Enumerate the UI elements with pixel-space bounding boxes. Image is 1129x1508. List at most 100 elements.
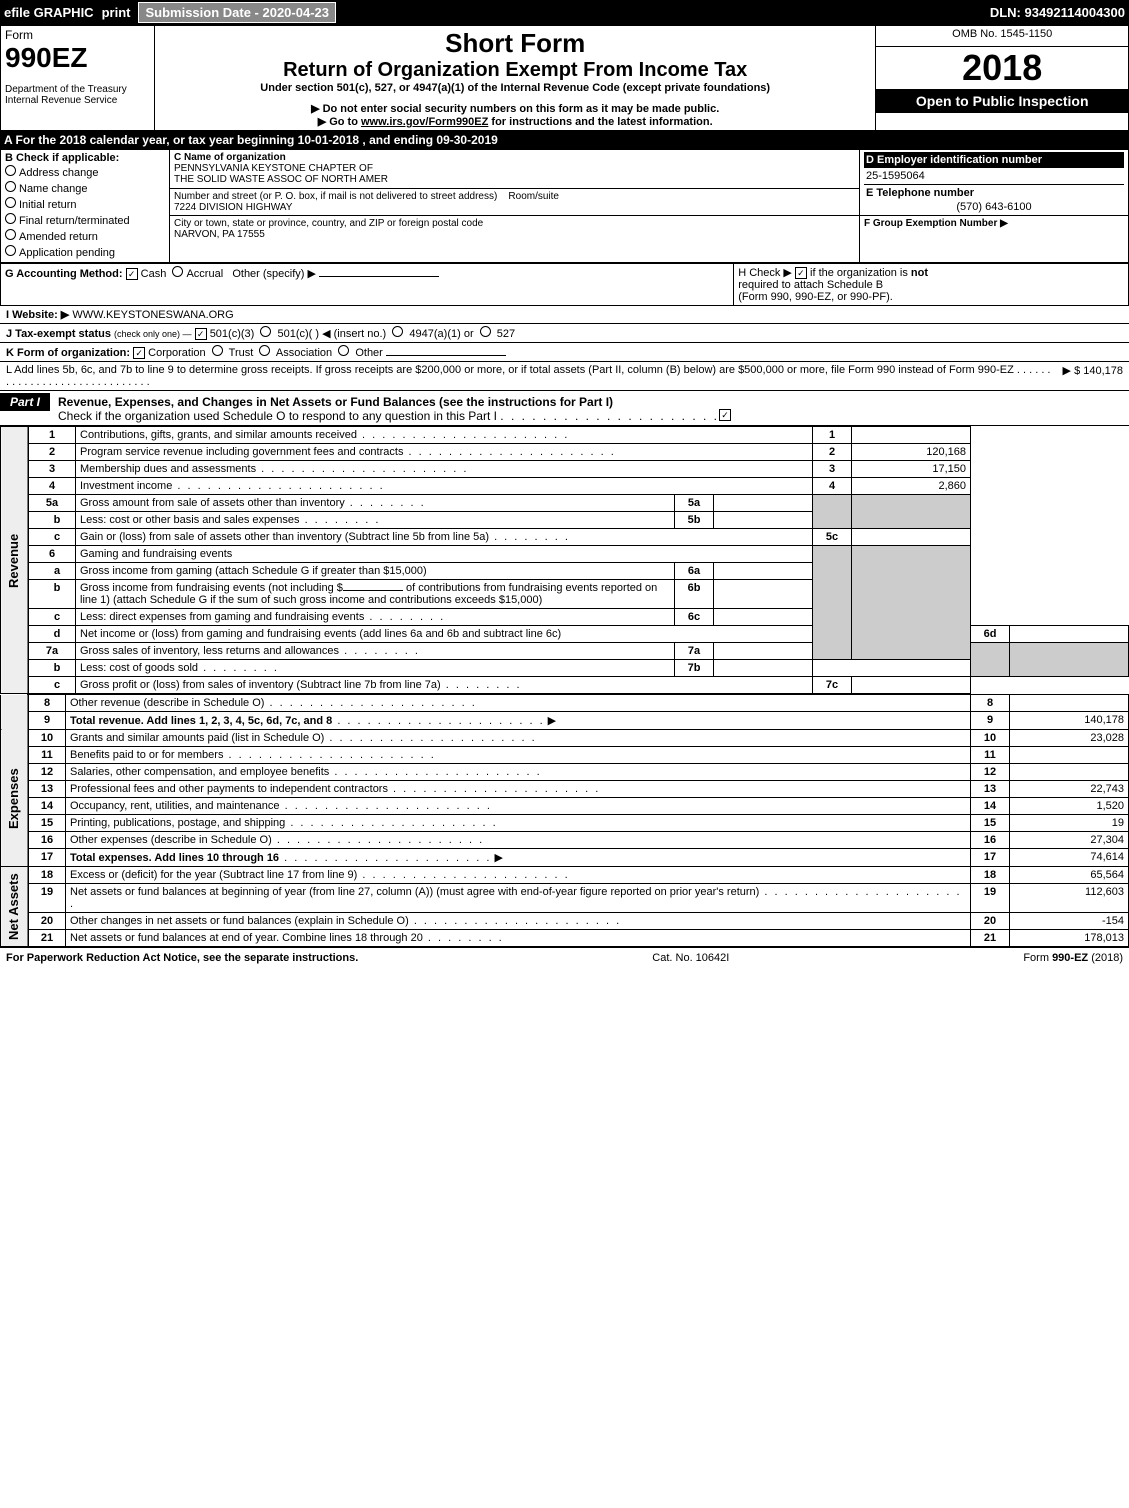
mini-5b: 5b <box>675 512 714 529</box>
desc-14: Occupancy, rent, utilities, and maintena… <box>70 800 492 812</box>
part-1-table-cont: 8 Other revenue (describe in Schedule O)… <box>0 694 1129 947</box>
val-5c <box>852 529 971 546</box>
under-section: Under section 501(c), 527, or 4947(a)(1)… <box>159 82 871 94</box>
val-16: 27,304 <box>1010 832 1129 849</box>
num-11: 11 <box>971 747 1010 764</box>
num-9: 9 <box>971 712 1010 730</box>
num-10: 10 <box>971 730 1010 747</box>
form-word: Form <box>5 28 150 42</box>
chk-schedule-o[interactable] <box>719 409 731 421</box>
chk-schedule-b[interactable] <box>795 267 807 279</box>
ln-6d: d <box>28 626 76 643</box>
dept-label: Department of the Treasury <box>5 84 150 95</box>
desc-6a: Gross income from gaming (attach Schedul… <box>76 563 675 580</box>
desc-5a: Gross amount from sale of assets other t… <box>80 497 426 509</box>
street-label: Number and street (or P. O. box, if mail… <box>174 191 497 202</box>
ln-12: 12 <box>28 764 66 781</box>
num-17: 17 <box>971 849 1010 867</box>
val-8 <box>1010 695 1129 712</box>
num-13: 13 <box>971 781 1010 798</box>
desc-7b: Less: cost of goods sold <box>80 662 279 674</box>
ln-20: 20 <box>28 913 66 930</box>
chk-assoc[interactable] <box>259 345 270 356</box>
mini-val-6c <box>714 609 813 626</box>
desc-13: Professional fees and other payments to … <box>70 783 600 795</box>
num-1: 1 <box>813 427 852 444</box>
i-label: I Website: ▶ <box>6 309 69 321</box>
val-18: 65,564 <box>1010 867 1129 884</box>
expenses-side-label: Expenses <box>1 730 29 867</box>
ln-7a: 7a <box>28 643 76 660</box>
desc-11: Benefits paid to or for members <box>70 749 436 761</box>
desc-19: Net assets or fund balances at beginning… <box>70 886 962 910</box>
gross-receipts-row: L Add lines 5b, 6c, and 7b to line 9 to … <box>0 362 1129 391</box>
ln-1: 1 <box>28 427 76 444</box>
entity-info: B Check if applicable: Address change Na… <box>0 149 1129 263</box>
opt-initial-return[interactable]: Initial return <box>5 196 165 212</box>
desc-6: Gaming and fundraising events <box>76 546 813 563</box>
val-12 <box>1010 764 1129 781</box>
desc-4: Investment income <box>80 480 385 492</box>
other-specify: Other (specify) ▶ <box>232 268 316 280</box>
mini-val-5b <box>714 512 813 529</box>
submission-date: Submission Date - 2020-04-23 <box>138 2 336 23</box>
opt-app-pending[interactable]: Application pending <box>5 244 165 260</box>
val-6d <box>1010 626 1129 643</box>
chk-accrual[interactable] <box>172 266 183 277</box>
val-1 <box>852 427 971 444</box>
irs-link[interactable]: www.irs.gov/Form990EZ <box>361 116 488 128</box>
ln-15: 15 <box>28 815 66 832</box>
k-label: K Form of organization: <box>6 347 130 359</box>
h-pre: H Check ▶ <box>738 267 795 279</box>
opt-name-change[interactable]: Name change <box>5 180 165 196</box>
ln-5b: b <box>28 512 76 529</box>
num-19: 19 <box>971 884 1010 913</box>
part-1-table: Revenue 1 Contributions, gifts, grants, … <box>0 426 1129 694</box>
num-14: 14 <box>971 798 1010 815</box>
desc-8: Other revenue (describe in Schedule O) <box>70 697 477 709</box>
ln-17: 17 <box>28 849 66 867</box>
mini-val-6b <box>714 580 813 609</box>
chk-corp[interactable] <box>133 347 145 359</box>
val-15: 19 <box>1010 815 1129 832</box>
chk-501c3[interactable] <box>195 328 207 340</box>
val-13: 22,743 <box>1010 781 1129 798</box>
desc-17: Total expenses. Add lines 10 through 16 <box>70 852 279 864</box>
val-9: 140,178 <box>1010 712 1129 730</box>
page-footer: For Paperwork Reduction Act Notice, see … <box>0 947 1129 968</box>
short-form-title: Short Form <box>159 28 871 59</box>
desc-16: Other expenses (describe in Schedule O) <box>70 834 484 846</box>
val-21: 178,013 <box>1010 930 1129 947</box>
desc-18: Excess or (deficit) for the year (Subtra… <box>70 869 570 881</box>
ln-16: 16 <box>28 832 66 849</box>
chk-501c[interactable] <box>260 326 271 337</box>
l-text: L Add lines 5b, 6c, and 7b to line 9 to … <box>6 364 1055 388</box>
desc-6d: Net income or (loss) from gaming and fun… <box>76 626 813 643</box>
revenue-side-cont <box>1 695 29 730</box>
opt-address-change[interactable]: Address change <box>5 164 165 180</box>
desc-10: Grants and similar amounts paid (list in… <box>70 732 537 744</box>
num-20: 20 <box>971 913 1010 930</box>
chk-527[interactable] <box>480 326 491 337</box>
print-link[interactable]: print <box>102 5 131 20</box>
num-5c: 5c <box>813 529 852 546</box>
tax-exempt-row: J Tax-exempt status (check only one) — 5… <box>0 324 1129 343</box>
h-line3: (Form 990, 990-EZ, or 990-PF). <box>738 291 893 303</box>
opt-final-return[interactable]: Final return/terminated <box>5 212 165 228</box>
chk-trust[interactable] <box>212 345 223 356</box>
omb-number: OMB No. 1545-1150 <box>876 26 1129 47</box>
chk-other-org[interactable] <box>338 345 349 356</box>
chk-4947[interactable] <box>392 326 403 337</box>
chk-cash[interactable] <box>126 268 138 280</box>
j-label: J Tax-exempt status <box>6 328 111 340</box>
ln-9: 9 <box>28 712 66 730</box>
val-19: 112,603 <box>1010 884 1129 913</box>
j-note: (check only one) — <box>114 329 192 339</box>
ln-13: 13 <box>28 781 66 798</box>
mini-val-5a <box>714 495 813 512</box>
arrow-ssn: ▶ Do not enter social security numbers o… <box>159 102 871 115</box>
ln-2: 2 <box>28 444 76 461</box>
part-1-tab: Part I <box>0 393 50 411</box>
opt-amended[interactable]: Amended return <box>5 228 165 244</box>
city-label: City or town, state or province, country… <box>174 218 855 229</box>
